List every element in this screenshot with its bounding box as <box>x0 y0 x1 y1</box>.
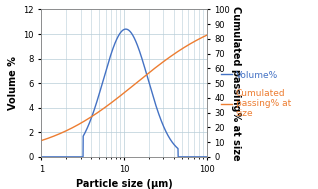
Cumulated
passing% at
size <box>200 36 204 39</box>
X-axis label: Particle size (μm): Particle size (μm) <box>76 179 172 189</box>
Volume% <box>124 28 128 30</box>
Legend: Volume%, Cumulated
passing% at
size: Volume%, Cumulated passing% at size <box>218 67 294 122</box>
Volume% <box>205 156 209 158</box>
Volume% <box>48 156 52 158</box>
Cumulated
passing% at
size <box>48 136 52 139</box>
Cumulated
passing% at
size <box>205 34 209 36</box>
Line: Volume%: Volume% <box>41 29 207 157</box>
Volume% <box>200 156 204 158</box>
Volume% <box>115 37 119 39</box>
Line: Cumulated
passing% at
size: Cumulated passing% at size <box>41 35 207 141</box>
Cumulated
passing% at
size <box>39 139 43 142</box>
Y-axis label: Volume %: Volume % <box>8 56 17 110</box>
Volume% <box>39 156 43 158</box>
Cumulated
passing% at
size <box>200 36 204 39</box>
Cumulated
passing% at
size <box>120 94 124 96</box>
Y-axis label: Cumulated passing% at size: Cumulated passing% at size <box>231 6 241 160</box>
Volume% <box>200 156 204 158</box>
Cumulated
passing% at
size <box>115 97 119 99</box>
Cumulated
passing% at
size <box>169 55 173 57</box>
Volume% <box>120 30 124 32</box>
Volume% <box>170 140 174 143</box>
